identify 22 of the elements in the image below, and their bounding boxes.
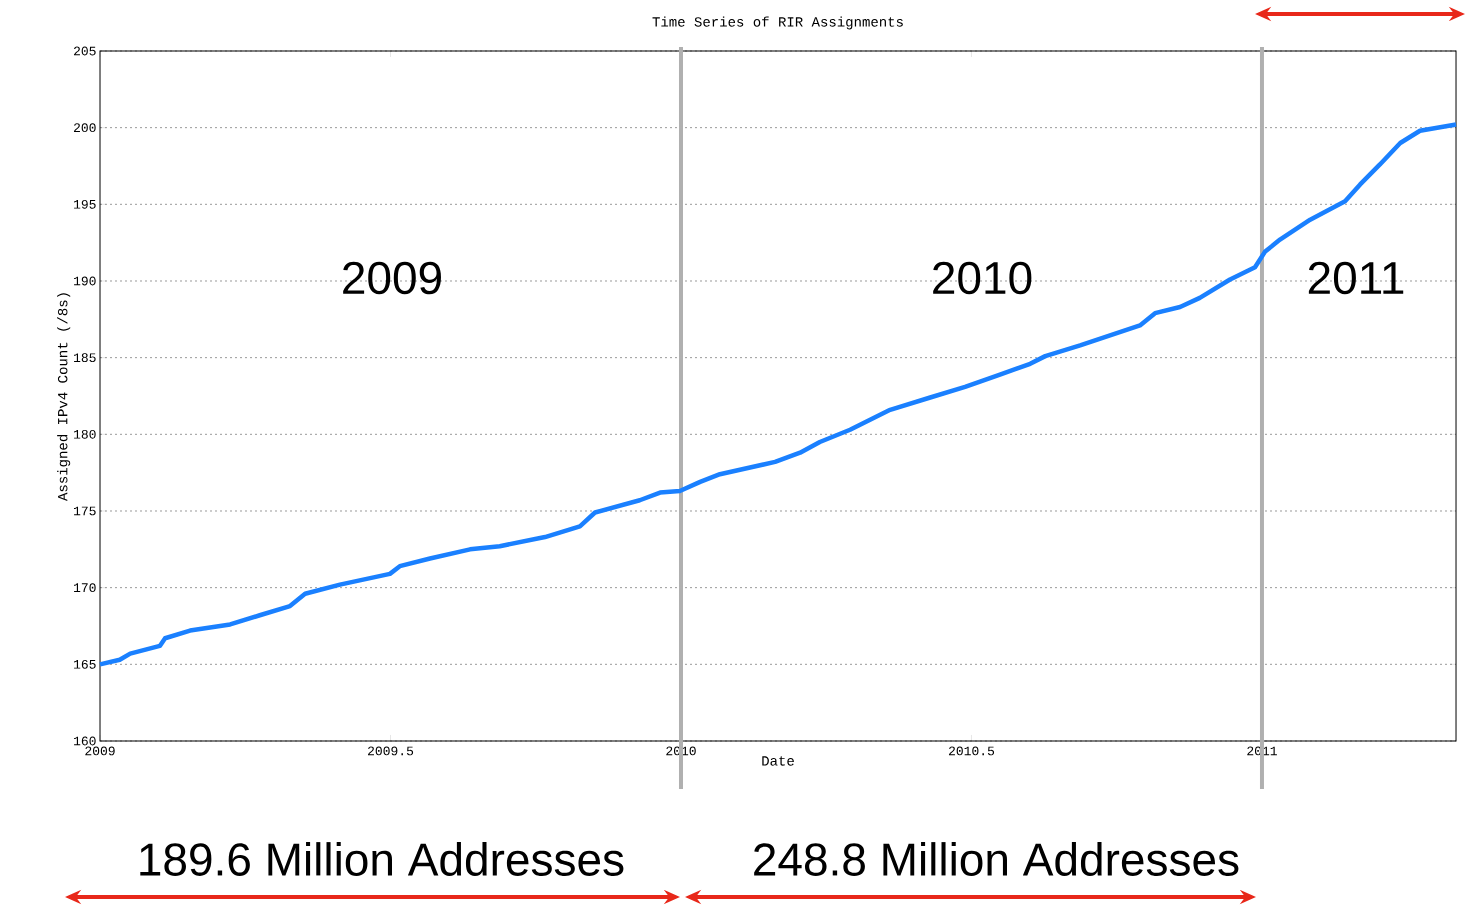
y-tick-label: 170 bbox=[74, 583, 96, 593]
line-series bbox=[97, 122, 1459, 667]
y-tick-label: 185 bbox=[74, 353, 96, 363]
y-tick-label: 180 bbox=[74, 429, 96, 439]
chart-title: Time Series of RIR Assignments bbox=[652, 16, 903, 30]
y-tick-label: 205 bbox=[73, 46, 96, 56]
y-tick-label: 160 bbox=[74, 736, 96, 746]
y-tick-label: 165 bbox=[74, 659, 96, 669]
x-tick-label: 2010.5 bbox=[948, 746, 995, 756]
x-tick-label: 2009.5 bbox=[368, 746, 414, 756]
y-tick-label: 190 bbox=[74, 276, 96, 286]
x-axis-title: Date bbox=[762, 756, 794, 766]
y-tick-label: 175 bbox=[74, 506, 96, 516]
y-axis-title: Assigned IPv4 Count (/8s) bbox=[57, 293, 71, 501]
x-tick-label: 2009 bbox=[85, 746, 115, 756]
annotation: 2010 bbox=[933, 261, 1032, 295]
text: 189.6 Million Addresses bbox=[140, 842, 624, 876]
y-tick-label: 200 bbox=[73, 123, 96, 133]
y-tick-label: 195 bbox=[74, 199, 96, 209]
annotation: 2009 bbox=[343, 261, 441, 295]
annotation: 2011 bbox=[1308, 261, 1404, 295]
text: 248.8 Million Addresses bbox=[754, 842, 1239, 876]
